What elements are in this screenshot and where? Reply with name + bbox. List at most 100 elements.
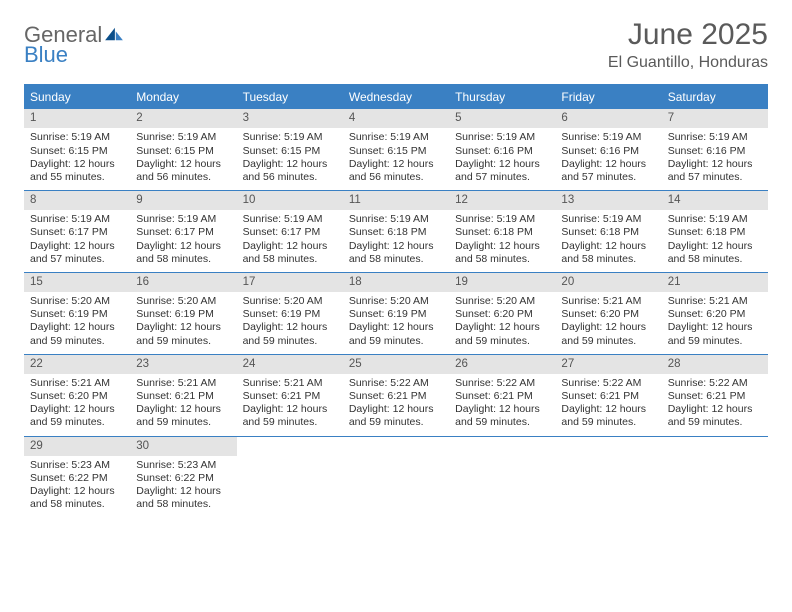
day-number: 13 (555, 191, 661, 210)
daylight-text: Daylight: 12 hours and 59 minutes. (668, 321, 762, 347)
day-number: 22 (24, 355, 130, 374)
day-number: 20 (555, 273, 661, 292)
sunset-text: Sunset: 6:21 PM (243, 390, 337, 403)
logo: GeneralBlue (24, 18, 124, 66)
day-number: 27 (555, 355, 661, 374)
week-row: 15Sunrise: 5:20 AMSunset: 6:19 PMDayligh… (24, 273, 768, 355)
sunset-text: Sunset: 6:22 PM (30, 472, 124, 485)
dow-cell: Friday (555, 86, 661, 109)
daylight-text: Daylight: 12 hours and 59 minutes. (136, 403, 230, 429)
sunset-text: Sunset: 6:16 PM (455, 145, 549, 158)
sunset-text: Sunset: 6:19 PM (349, 308, 443, 321)
day-body: Sunrise: 5:19 AMSunset: 6:17 PMDaylight:… (130, 213, 236, 266)
day-body: Sunrise: 5:19 AMSunset: 6:18 PMDaylight:… (449, 213, 555, 266)
sunrise-text: Sunrise: 5:21 AM (30, 377, 124, 390)
week-row: 22Sunrise: 5:21 AMSunset: 6:20 PMDayligh… (24, 355, 768, 437)
daylight-text: Daylight: 12 hours and 59 minutes. (668, 403, 762, 429)
day-cell: 25 Sunrise: 5:22 AMSunset: 6:21 PMDayligh… (343, 355, 449, 436)
daylight-text: Daylight: 12 hours and 59 minutes. (243, 321, 337, 347)
sunrise-text: Sunrise: 5:22 AM (349, 377, 443, 390)
day-cell: 19Sunrise: 5:20 AMSunset: 6:20 PMDayligh… (449, 273, 555, 354)
sunrise-text: Sunrise: 5:23 AM (30, 459, 124, 472)
day-cell: 4Sunrise: 5:19 AMSunset: 6:15 PMDaylight… (343, 109, 449, 190)
daylight-text: Daylight: 12 hours and 58 minutes. (136, 485, 230, 511)
sunset-text: Sunset: 6:18 PM (455, 226, 549, 239)
sunset-text: Sunset: 6:18 PM (668, 226, 762, 239)
day-body: Sunrise: 5:19 AMSunset: 6:18 PMDaylight:… (662, 213, 768, 266)
daylight-text: Daylight: 12 hours and 56 minutes. (136, 158, 230, 184)
sunrise-text: Sunrise: 5:19 AM (349, 213, 443, 226)
daylight-text: Daylight: 12 hours and 59 minutes. (30, 321, 124, 347)
day-number: 23 (130, 355, 236, 374)
day-cell: 26 Sunrise: 5:22 AMSunset: 6:21 PMDayligh… (449, 355, 555, 436)
daylight-text: Daylight: 12 hours and 56 minutes. (349, 158, 443, 184)
day-number: 21 (662, 273, 768, 292)
sunrise-text: Sunrise: 5:19 AM (668, 213, 762, 226)
day-body: Sunrise: 5:19 AMSunset: 6:17 PMDaylight:… (237, 213, 343, 266)
sunset-text: Sunset: 6:20 PM (561, 308, 655, 321)
sunrise-text: Sunrise: 5:21 AM (668, 295, 762, 308)
day-cell: 15Sunrise: 5:20 AMSunset: 6:19 PMDayligh… (24, 273, 130, 354)
daylight-text: Daylight: 12 hours and 59 minutes. (561, 321, 655, 347)
sunrise-text: Sunrise: 5:21 AM (243, 377, 337, 390)
day-number: 10 (237, 191, 343, 210)
day-cell: 14Sunrise: 5:19 AMSunset: 6:18 PMDayligh… (662, 191, 768, 272)
sunset-text: Sunset: 6:15 PM (136, 145, 230, 158)
daylight-text: Daylight: 12 hours and 58 minutes. (349, 240, 443, 266)
day-number: 28 (662, 355, 768, 374)
day-number: 11 (343, 191, 449, 210)
day-body: Sunrise: 5:22 AMSunset: 6:21 PMDaylight:… (662, 377, 768, 430)
sunset-text: Sunset: 6:18 PM (349, 226, 443, 239)
week-row: 1Sunrise: 5:19 AMSunset: 6:15 PMDaylight… (24, 109, 768, 191)
dow-cell: Wednesday (343, 86, 449, 109)
day-body: Sunrise: 5:21 AMSunset: 6:20 PMDaylight:… (555, 295, 661, 348)
calendar: SundayMondayTuesdayWednesdayThursdayFrid… (24, 84, 768, 517)
daylight-text: Daylight: 12 hours and 58 minutes. (30, 485, 124, 511)
day-number: 8 (24, 191, 130, 210)
day-cell: 6Sunrise: 5:19 AMSunset: 6:16 PMDaylight… (555, 109, 661, 190)
day-cell: 5Sunrise: 5:19 AMSunset: 6:16 PMDaylight… (449, 109, 555, 190)
dow-cell: Saturday (662, 86, 768, 109)
day-cell: 12Sunrise: 5:19 AMSunset: 6:18 PMDayligh… (449, 191, 555, 272)
day-cell: 22Sunrise: 5:21 AMSunset: 6:20 PMDayligh… (24, 355, 130, 436)
day-number: 30 (130, 437, 236, 456)
sunset-text: Sunset: 6:21 PM (668, 390, 762, 403)
day-number: 24 (237, 355, 343, 374)
week-row: 29Sunrise: 5:23 AMSunset: 6:22 PMDayligh… (24, 437, 768, 518)
day-number: 1 (24, 109, 130, 128)
day-number: 16 (130, 273, 236, 292)
day-number: 2 (130, 109, 236, 128)
day-cell: 2Sunrise: 5:19 AMSunset: 6:15 PMDaylight… (130, 109, 236, 190)
week-row: 8Sunrise: 5:19 AMSunset: 6:17 PMDaylight… (24, 191, 768, 273)
day-body: Sunrise: 5:21 AMSunset: 6:21 PMDaylight:… (130, 377, 236, 430)
day-body: Sunrise: 5:19 AMSunset: 6:16 PMDaylight:… (449, 131, 555, 184)
daylight-text: Daylight: 12 hours and 57 minutes. (561, 158, 655, 184)
sunrise-text: Sunrise: 5:22 AM (561, 377, 655, 390)
sunset-text: Sunset: 6:17 PM (30, 226, 124, 239)
sunrise-text: Sunrise: 5:20 AM (136, 295, 230, 308)
sunrise-text: Sunrise: 5:19 AM (455, 131, 549, 144)
day-body: Sunrise: 5:19 AMSunset: 6:16 PMDaylight:… (555, 131, 661, 184)
sunset-text: Sunset: 6:20 PM (668, 308, 762, 321)
day-cell: 23 Sunrise: 5:21 AMSunset: 6:21 PMDayligh… (130, 355, 236, 436)
day-body: Sunrise: 5:19 AMSunset: 6:15 PMDaylight:… (237, 131, 343, 184)
sunrise-text: Sunrise: 5:19 AM (455, 213, 549, 226)
day-cell: 7Sunrise: 5:19 AMSunset: 6:16 PMDaylight… (662, 109, 768, 190)
day-number: 18 (343, 273, 449, 292)
day-number: 26 (449, 355, 555, 374)
sunrise-text: Sunrise: 5:21 AM (136, 377, 230, 390)
day-body: Sunrise: 5:22 AMSunset: 6:21 PMDaylight:… (343, 377, 449, 430)
day-body: Sunrise: 5:21 AMSunset: 6:21 PMDaylight:… (237, 377, 343, 430)
day-body: Sunrise: 5:23 AMSunset: 6:22 PMDaylight:… (24, 459, 130, 512)
day-number: 7 (662, 109, 768, 128)
day-cell: 9Sunrise: 5:19 AMSunset: 6:17 PMDaylight… (130, 191, 236, 272)
sunrise-text: Sunrise: 5:19 AM (561, 213, 655, 226)
day-body: Sunrise: 5:22 AMSunset: 6:21 PMDaylight:… (449, 377, 555, 430)
daylight-text: Daylight: 12 hours and 59 minutes. (30, 403, 124, 429)
day-number: 19 (449, 273, 555, 292)
day-number: 25 (343, 355, 449, 374)
sunset-text: Sunset: 6:15 PM (243, 145, 337, 158)
daylight-text: Daylight: 12 hours and 56 minutes. (243, 158, 337, 184)
logo-sail-icon (104, 24, 124, 46)
daylight-text: Daylight: 12 hours and 55 minutes. (30, 158, 124, 184)
